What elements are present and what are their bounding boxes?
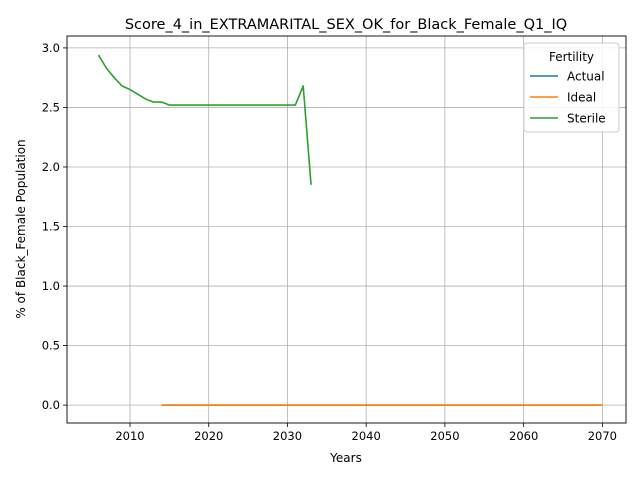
y-tick-label: 2.0: [42, 160, 60, 174]
legend-title: Fertility: [549, 50, 594, 64]
x-tick-label: 2050: [430, 429, 459, 443]
legend-label-actual: Actual: [567, 70, 605, 84]
y-axis-label: % of Black_Female Population: [14, 139, 28, 318]
x-tick-label: 2030: [273, 429, 302, 443]
y-tick-label: 1.5: [42, 220, 60, 234]
legend-label-sterile: Sterile: [567, 112, 606, 126]
y-tick-label: 3.0: [42, 41, 60, 55]
x-tick-label: 2060: [509, 429, 538, 443]
y-tick-label: 2.5: [42, 100, 60, 114]
y-tick-label: 0.5: [42, 339, 60, 353]
x-tick-label: 2070: [588, 429, 617, 443]
legend: Fertility Actual Ideal Sterile: [523, 42, 620, 133]
chart-title: Score_4_in_EXTRAMARITAL_SEX_OK_for_Black…: [125, 17, 567, 33]
legend-box: [523, 42, 620, 133]
x-tick-label: 2040: [352, 429, 381, 443]
series-line-sterile: [97, 54, 312, 185]
grid-lines: [67, 36, 626, 423]
x-tick-label: 2010: [115, 429, 144, 443]
axis-ticks: 2010 2020 2030 2040 2050 2060 2070 0.0 0.5 1.0 1.5…: [42, 41, 617, 443]
legend-label-ideal: Ideal: [567, 91, 596, 105]
series-lines: [97, 54, 603, 406]
y-tick-label: 0.0: [42, 398, 60, 412]
plot-frame: [66, 35, 627, 424]
x-axis-label: Years: [329, 451, 362, 465]
x-tick-label: 2020: [194, 429, 223, 443]
y-tick-label: 1.0: [42, 279, 60, 293]
